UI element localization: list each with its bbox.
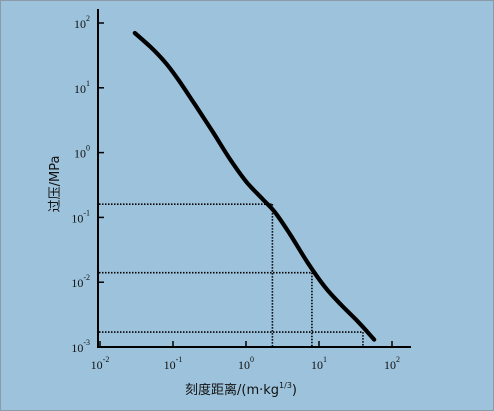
- x-tick-label-2: 100: [238, 355, 254, 372]
- x-axis-title-tail: ): [292, 383, 297, 398]
- axis-ticks: [98, 22, 393, 348]
- y-axis-title: 过压/MPa: [48, 156, 63, 213]
- y-tick-label-5: 102: [74, 14, 90, 31]
- x-tick-label-4: 102: [384, 355, 400, 372]
- y-tick-label-3: 100: [74, 144, 90, 161]
- y-tick-label-1: 10-2: [71, 273, 90, 290]
- y-tick-label-0: 10-3: [71, 338, 90, 355]
- reference-lines: [99, 203, 364, 347]
- x-axis-title-main: 刻度距离/(m·kg: [185, 382, 279, 398]
- series-line-curve: [132, 30, 377, 342]
- x-axis-title: 刻度距离/(m·kg1/3): [185, 381, 297, 398]
- y-tick-label-2: 10-1: [71, 208, 90, 225]
- x-tick-label-0: 10-2: [91, 355, 110, 372]
- x-axis-title-exponent: 1/3: [279, 381, 292, 390]
- x-tick-label-3: 101: [311, 355, 327, 372]
- x-tick-label-1: 10-1: [164, 355, 183, 372]
- y-tick-label-4: 101: [74, 79, 90, 96]
